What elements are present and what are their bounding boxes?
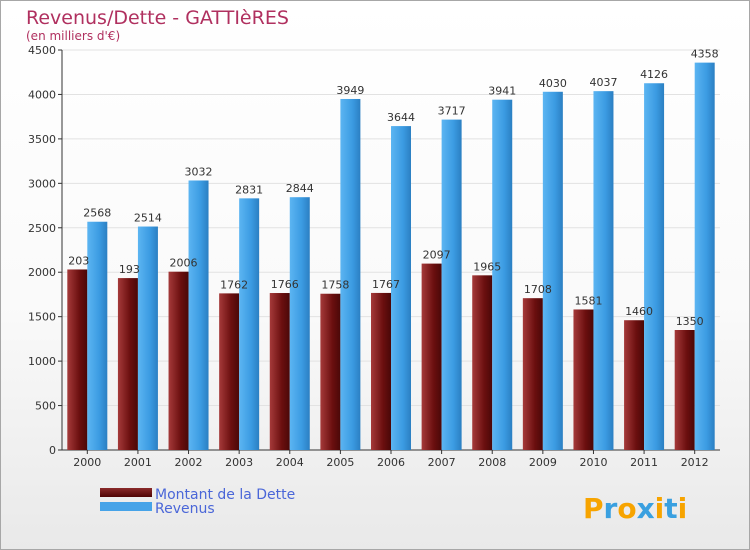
chart-title: Revenus/Dette - GATTIèRES	[26, 7, 289, 29]
label-revenus-2007: 3717	[438, 105, 466, 118]
x-tick-label: 2010	[579, 456, 607, 469]
bar-dette-2004	[269, 293, 290, 450]
legend-label-dette: Montant de la Dette	[155, 487, 295, 503]
bar-dette-2006	[371, 292, 391, 450]
logo-letter: t	[664, 492, 677, 525]
bar-revenus-2009	[542, 91, 563, 451]
bar-dette-2011	[624, 320, 645, 450]
logo-letter: P	[583, 492, 604, 525]
label-revenus-2012: 4358	[691, 48, 719, 61]
x-tick-label: 2006	[377, 456, 405, 469]
bar-revenus-2003	[239, 198, 260, 450]
x-tick-label: 2005	[326, 456, 354, 469]
legend-label-revenus: Revenus	[155, 501, 215, 517]
chart-subtitle: (en milliers d'€)	[26, 29, 120, 43]
y-tick-label: 4000	[28, 88, 56, 101]
logo-letter: r	[604, 492, 618, 525]
label-dette-2012: 1350	[676, 315, 704, 328]
label-revenus-2003: 2831	[235, 183, 263, 196]
y-tick-label: 0	[49, 444, 56, 457]
bar-revenus-2005	[340, 98, 361, 450]
proxiti-logo: Proxiti	[583, 492, 687, 525]
label-revenus-2009: 4030	[539, 77, 567, 90]
label-dette-2005: 1758	[321, 279, 349, 292]
label-dette-2010: 1581	[574, 294, 602, 307]
x-tick-label: 2003	[225, 456, 253, 469]
bar-revenus-2006	[391, 126, 411, 450]
legend: Montant de la Dette Revenus	[100, 487, 295, 517]
label-dette-2007: 2097	[423, 249, 451, 262]
x-tick-label: 2008	[478, 456, 506, 469]
bar-dette-2008	[472, 275, 493, 450]
legend-swatch-revenus	[100, 502, 152, 511]
y-tick-label: 500	[35, 400, 56, 413]
bar-revenus-2012	[694, 62, 715, 450]
logo-letter: x	[637, 492, 655, 525]
legend-swatch-dette	[100, 488, 152, 497]
bar-dette-2012	[674, 330, 695, 450]
bar-dette-2000	[67, 269, 88, 450]
bar-dette-2010	[573, 309, 594, 450]
bar-revenus-2007	[441, 119, 462, 450]
y-tick-label: 2500	[28, 222, 56, 235]
bar-revenus-2010	[593, 91, 614, 451]
label-dette-2001: 193	[119, 263, 140, 276]
label-revenus-2011: 4126	[640, 68, 668, 81]
label-dette-2006: 1767	[372, 278, 400, 291]
bar-dette-2009	[522, 298, 543, 450]
logo-letter: i	[655, 492, 665, 525]
y-tick-label: 2000	[28, 266, 56, 279]
logo-letter: o	[617, 492, 636, 525]
y-tick-label: 4500	[28, 44, 56, 57]
x-axis-ticks: 2000 2001 2002 2003 2004 2005 2006 2007 2008 2009…	[73, 450, 709, 469]
label-dette-2011: 1460	[625, 305, 653, 318]
x-tick-label: 2011	[630, 456, 658, 469]
x-tick-label: 2007	[428, 456, 456, 469]
label-revenus-2010: 4037	[589, 76, 617, 89]
x-tick-label: 2012	[681, 456, 709, 469]
y-tick-label: 3500	[28, 133, 56, 146]
x-tick-label: 2004	[276, 456, 304, 469]
y-tick-label: 1000	[28, 355, 56, 368]
bar-revenus-2008	[492, 99, 513, 450]
bar-dette-2001	[117, 278, 138, 450]
label-revenus-2001: 2514	[134, 212, 162, 225]
label-revenus-2005: 3949	[336, 84, 364, 97]
label-revenus-2008: 3941	[488, 85, 516, 98]
label-revenus-2006: 3644	[387, 111, 415, 124]
label-dette-2002: 2006	[170, 257, 198, 270]
x-tick-label: 2000	[73, 456, 101, 469]
label-dette-2000: 203	[68, 254, 89, 267]
bar-dette-2007	[421, 263, 442, 450]
y-tick-label: 1500	[28, 311, 56, 324]
x-tick-label: 2002	[175, 456, 203, 469]
label-dette-2004: 1766	[271, 278, 299, 291]
bar-revenus-2001	[137, 226, 158, 450]
bar-revenus-2011	[644, 83, 665, 450]
label-revenus-2004: 2844	[286, 182, 314, 195]
data-labels: 203 2568 193 2514 2006 3032 1762 2831 1766 2844 17…	[68, 48, 718, 328]
label-dette-2009: 1708	[524, 283, 552, 296]
bar-dette-2005	[320, 293, 341, 450]
x-tick-label: 2001	[124, 456, 152, 469]
bar-revenus-2000	[87, 221, 108, 450]
label-dette-2003: 1762	[220, 278, 248, 291]
bars	[67, 62, 715, 451]
label-dette-2008: 1965	[473, 260, 501, 273]
bar-revenus-2002	[188, 180, 209, 450]
bar-dette-2002	[168, 271, 189, 450]
bar-dette-2003	[219, 293, 240, 450]
y-tick-label: 3000	[28, 177, 56, 190]
x-tick-label: 2009	[529, 456, 557, 469]
label-revenus-2002: 3032	[185, 165, 213, 178]
logo-letter: i	[678, 492, 688, 525]
bar-revenus-2004	[289, 197, 310, 450]
label-revenus-2000: 2568	[83, 207, 111, 220]
